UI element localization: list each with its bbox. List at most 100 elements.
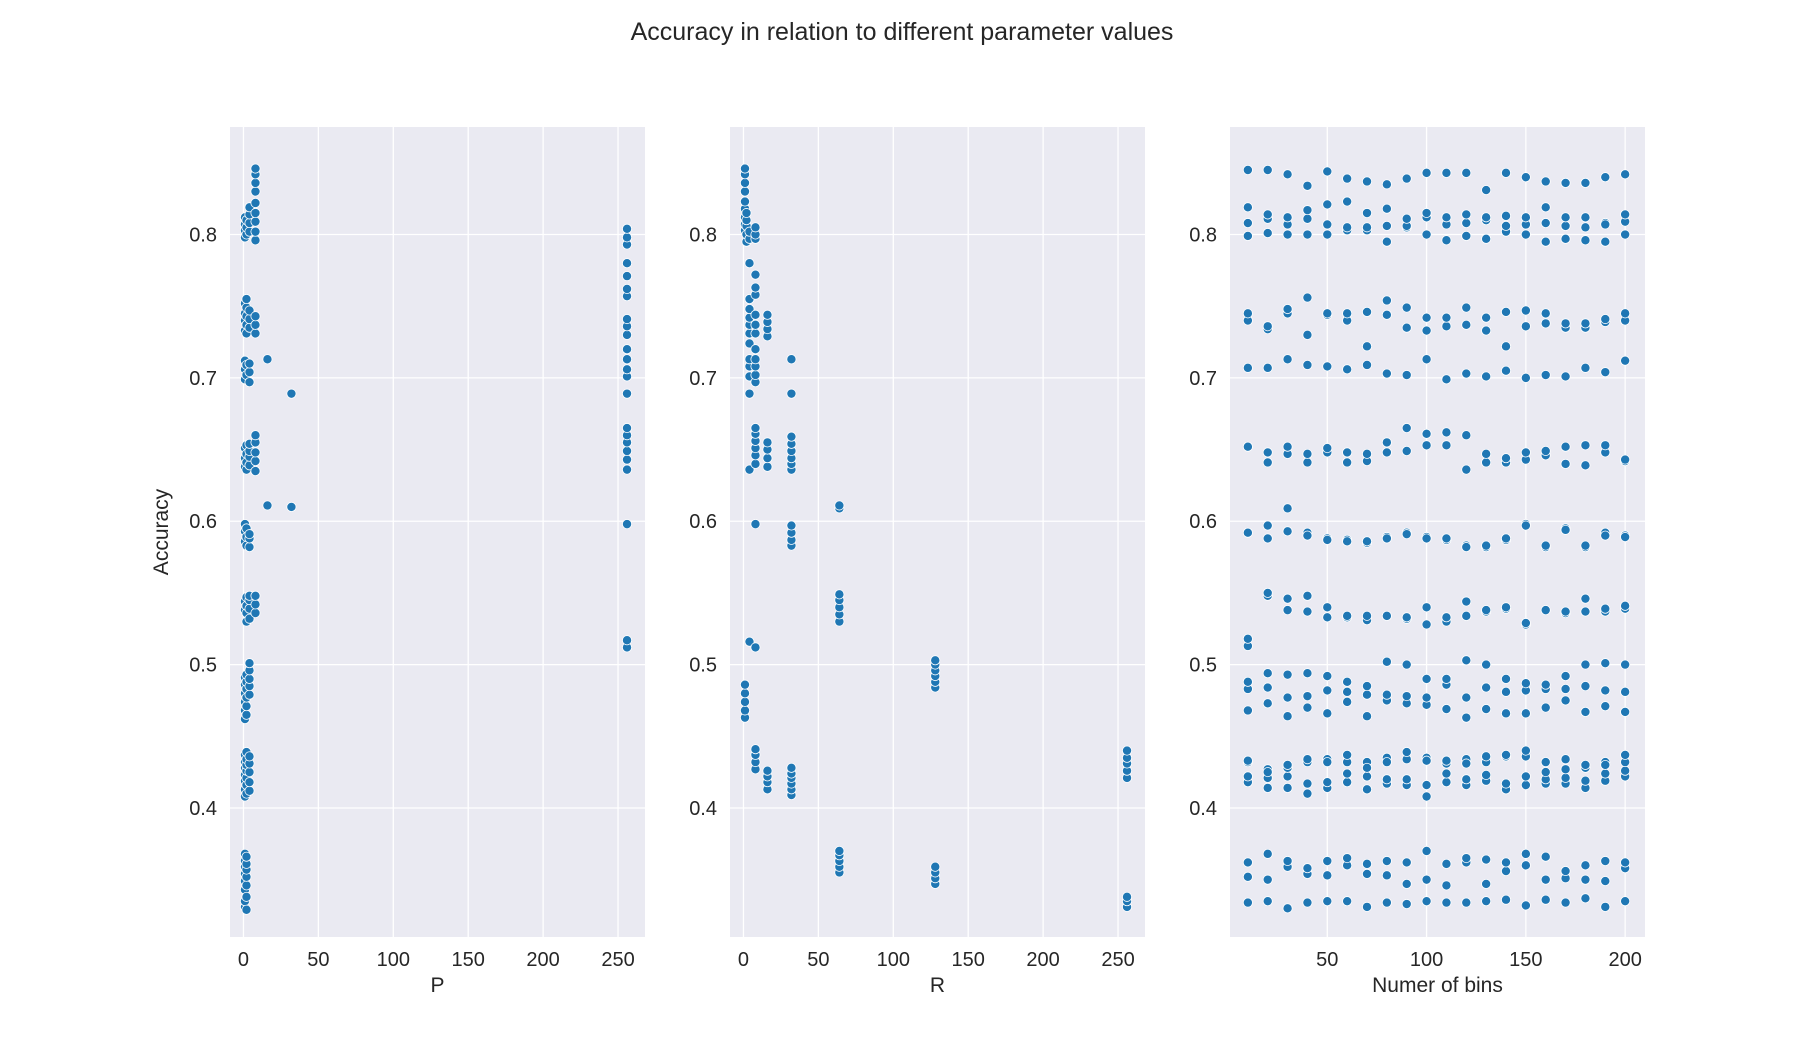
scatter-point	[1481, 682, 1492, 693]
scatter-point	[262, 500, 273, 511]
scatter-point	[622, 344, 633, 355]
scatter-point	[244, 751, 255, 762]
scatter-point	[1560, 897, 1571, 908]
panel-r: 0 50 100 150 200 250 0.4 0.5 0.6 0.7 0.8 R	[689, 127, 1145, 997]
scatter-point	[250, 430, 261, 441]
plot-area	[730, 127, 1145, 937]
scatter-point	[750, 370, 761, 381]
scatter-point	[1560, 233, 1571, 244]
scatter-point	[250, 599, 261, 610]
scatter-point	[250, 608, 261, 619]
scatter-point	[1461, 758, 1472, 769]
scatter-point	[1322, 896, 1333, 907]
scatter-point	[1580, 460, 1591, 471]
scatter-point	[1461, 692, 1472, 703]
scatter-point	[1322, 870, 1333, 881]
scatter-point	[1421, 312, 1432, 323]
scatter-point	[1461, 596, 1472, 607]
scatter-point	[1242, 362, 1253, 373]
scatter-point	[1441, 312, 1452, 323]
scatter-point	[1401, 857, 1412, 868]
scatter-point	[1540, 874, 1551, 885]
scatter-point	[1441, 768, 1452, 779]
scatter-point	[762, 453, 773, 464]
scatter-point	[1620, 308, 1631, 319]
scatter-point	[1362, 610, 1373, 621]
scatter-point	[1381, 689, 1392, 700]
scatter-point	[930, 861, 941, 872]
scatter-point	[622, 271, 633, 282]
scatter-point	[1242, 857, 1253, 868]
scatter-point	[1520, 229, 1531, 240]
scatter-point	[1501, 453, 1512, 464]
scatter-point	[1481, 751, 1492, 762]
scatter-point	[241, 709, 252, 720]
scatter-point	[930, 655, 941, 666]
scatter-point	[250, 177, 261, 188]
scatter-point	[622, 423, 633, 434]
scatter-point	[1600, 759, 1611, 770]
x-axis-label: P	[430, 974, 444, 997]
scatter-point	[750, 458, 761, 469]
scatter-point	[1302, 292, 1313, 303]
scatter-point	[250, 311, 261, 322]
scatter-point	[1580, 659, 1591, 670]
scatter-point	[1600, 367, 1611, 378]
scatter-point	[1520, 678, 1531, 689]
scatter-point	[1322, 671, 1333, 682]
scatter-point	[744, 338, 755, 349]
scatter-point	[244, 777, 255, 788]
scatter-point	[1262, 767, 1273, 778]
plot-area	[1230, 127, 1645, 937]
scatter-point	[1302, 180, 1313, 191]
scatter-point	[1282, 669, 1293, 680]
scatter-point	[1421, 602, 1432, 613]
scatter-point	[1560, 683, 1571, 694]
scatter-point	[1262, 209, 1273, 220]
scatter-point	[1560, 458, 1571, 469]
scatter-point	[1242, 755, 1253, 766]
scatter-point	[1481, 371, 1492, 382]
scatter-point	[1540, 370, 1551, 381]
scatter-point	[250, 456, 261, 467]
scatter-point	[1322, 534, 1333, 545]
scatter-point	[1322, 219, 1333, 230]
scatter-point	[250, 235, 261, 246]
scatter-point	[834, 845, 845, 856]
scatter-point	[1461, 368, 1472, 379]
scatter-point	[1580, 874, 1591, 885]
scatter-point	[1520, 900, 1531, 911]
scatter-point	[1441, 777, 1452, 788]
scatter-point	[250, 447, 261, 458]
scatter-point	[1362, 448, 1373, 459]
scatter-point	[1282, 354, 1293, 365]
scatter-point	[250, 197, 261, 208]
x-tick-label: 250	[1101, 949, 1134, 971]
scatter-point	[1302, 205, 1313, 216]
scatter-point	[1441, 704, 1452, 715]
scatter-point	[1282, 503, 1293, 514]
x-axis-label: Numer of bins	[1372, 974, 1503, 997]
scatter-point	[1520, 172, 1531, 183]
scatter-point	[1560, 754, 1571, 765]
scatter-point	[1441, 880, 1452, 891]
scatter-point	[744, 258, 755, 269]
scatter-point	[250, 590, 261, 601]
scatter-point	[786, 520, 797, 531]
scatter-point	[1302, 668, 1313, 679]
scatter-point	[1362, 359, 1373, 370]
scatter-point	[1481, 448, 1492, 459]
scatter-point	[1322, 443, 1333, 454]
scatter-point	[1620, 857, 1631, 868]
scatter-point	[1540, 176, 1551, 187]
scatter-point	[1501, 778, 1512, 789]
x-tick-label: 200	[1026, 949, 1059, 971]
x-tick-label: 150	[1509, 949, 1542, 971]
scatter-point	[1302, 691, 1313, 702]
scatter-point	[1461, 897, 1472, 908]
scatter-point	[241, 891, 252, 902]
scatter-point	[1481, 540, 1492, 551]
scatter-point	[1620, 659, 1631, 670]
scatter-point	[1481, 325, 1492, 336]
scatter-point	[1501, 167, 1512, 178]
